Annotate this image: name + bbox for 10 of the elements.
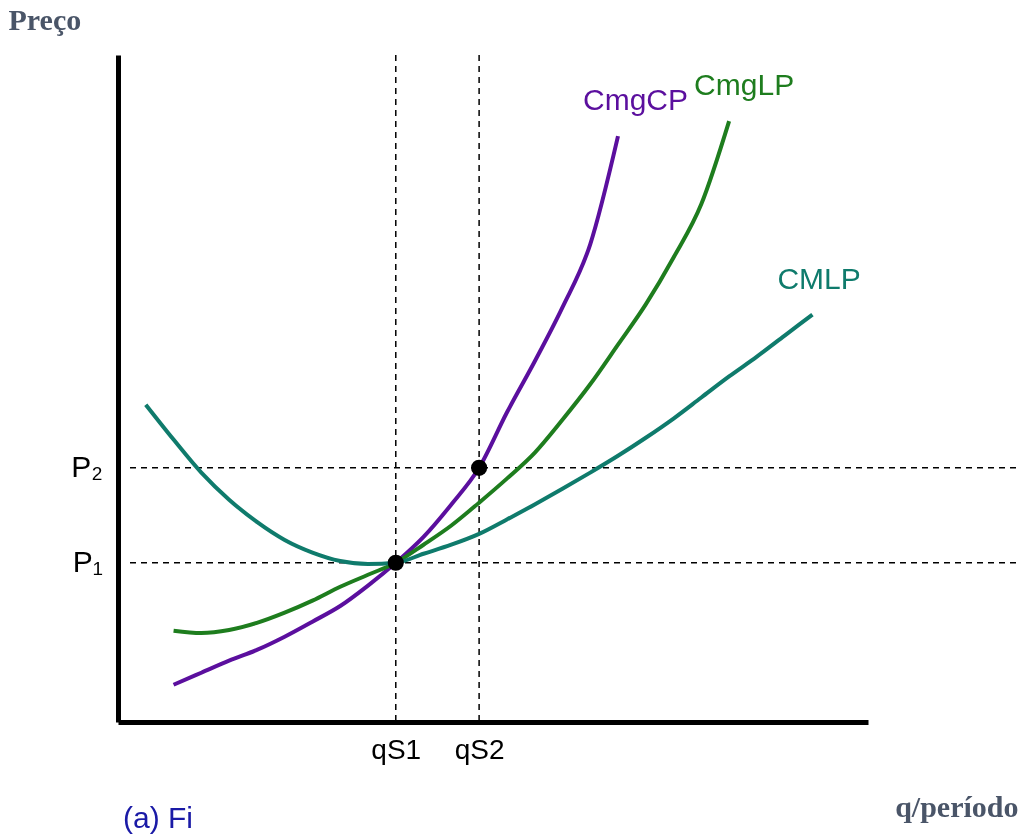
x-tick-label: qS2	[454, 733, 505, 765]
x-tick-label: qS1	[371, 733, 422, 765]
ref-line-label: P₁	[72, 544, 103, 578]
series-label: CMLP	[777, 261, 861, 295]
y-axis-title: Preço	[8, 2, 82, 36]
ref-line-label: P₂	[71, 449, 103, 483]
series-label: CmgCP	[583, 83, 689, 117]
series-label: CmgLP	[694, 68, 795, 102]
text: (a) Fi	[123, 801, 193, 834]
x-axis-title: q/período	[895, 789, 1019, 823]
